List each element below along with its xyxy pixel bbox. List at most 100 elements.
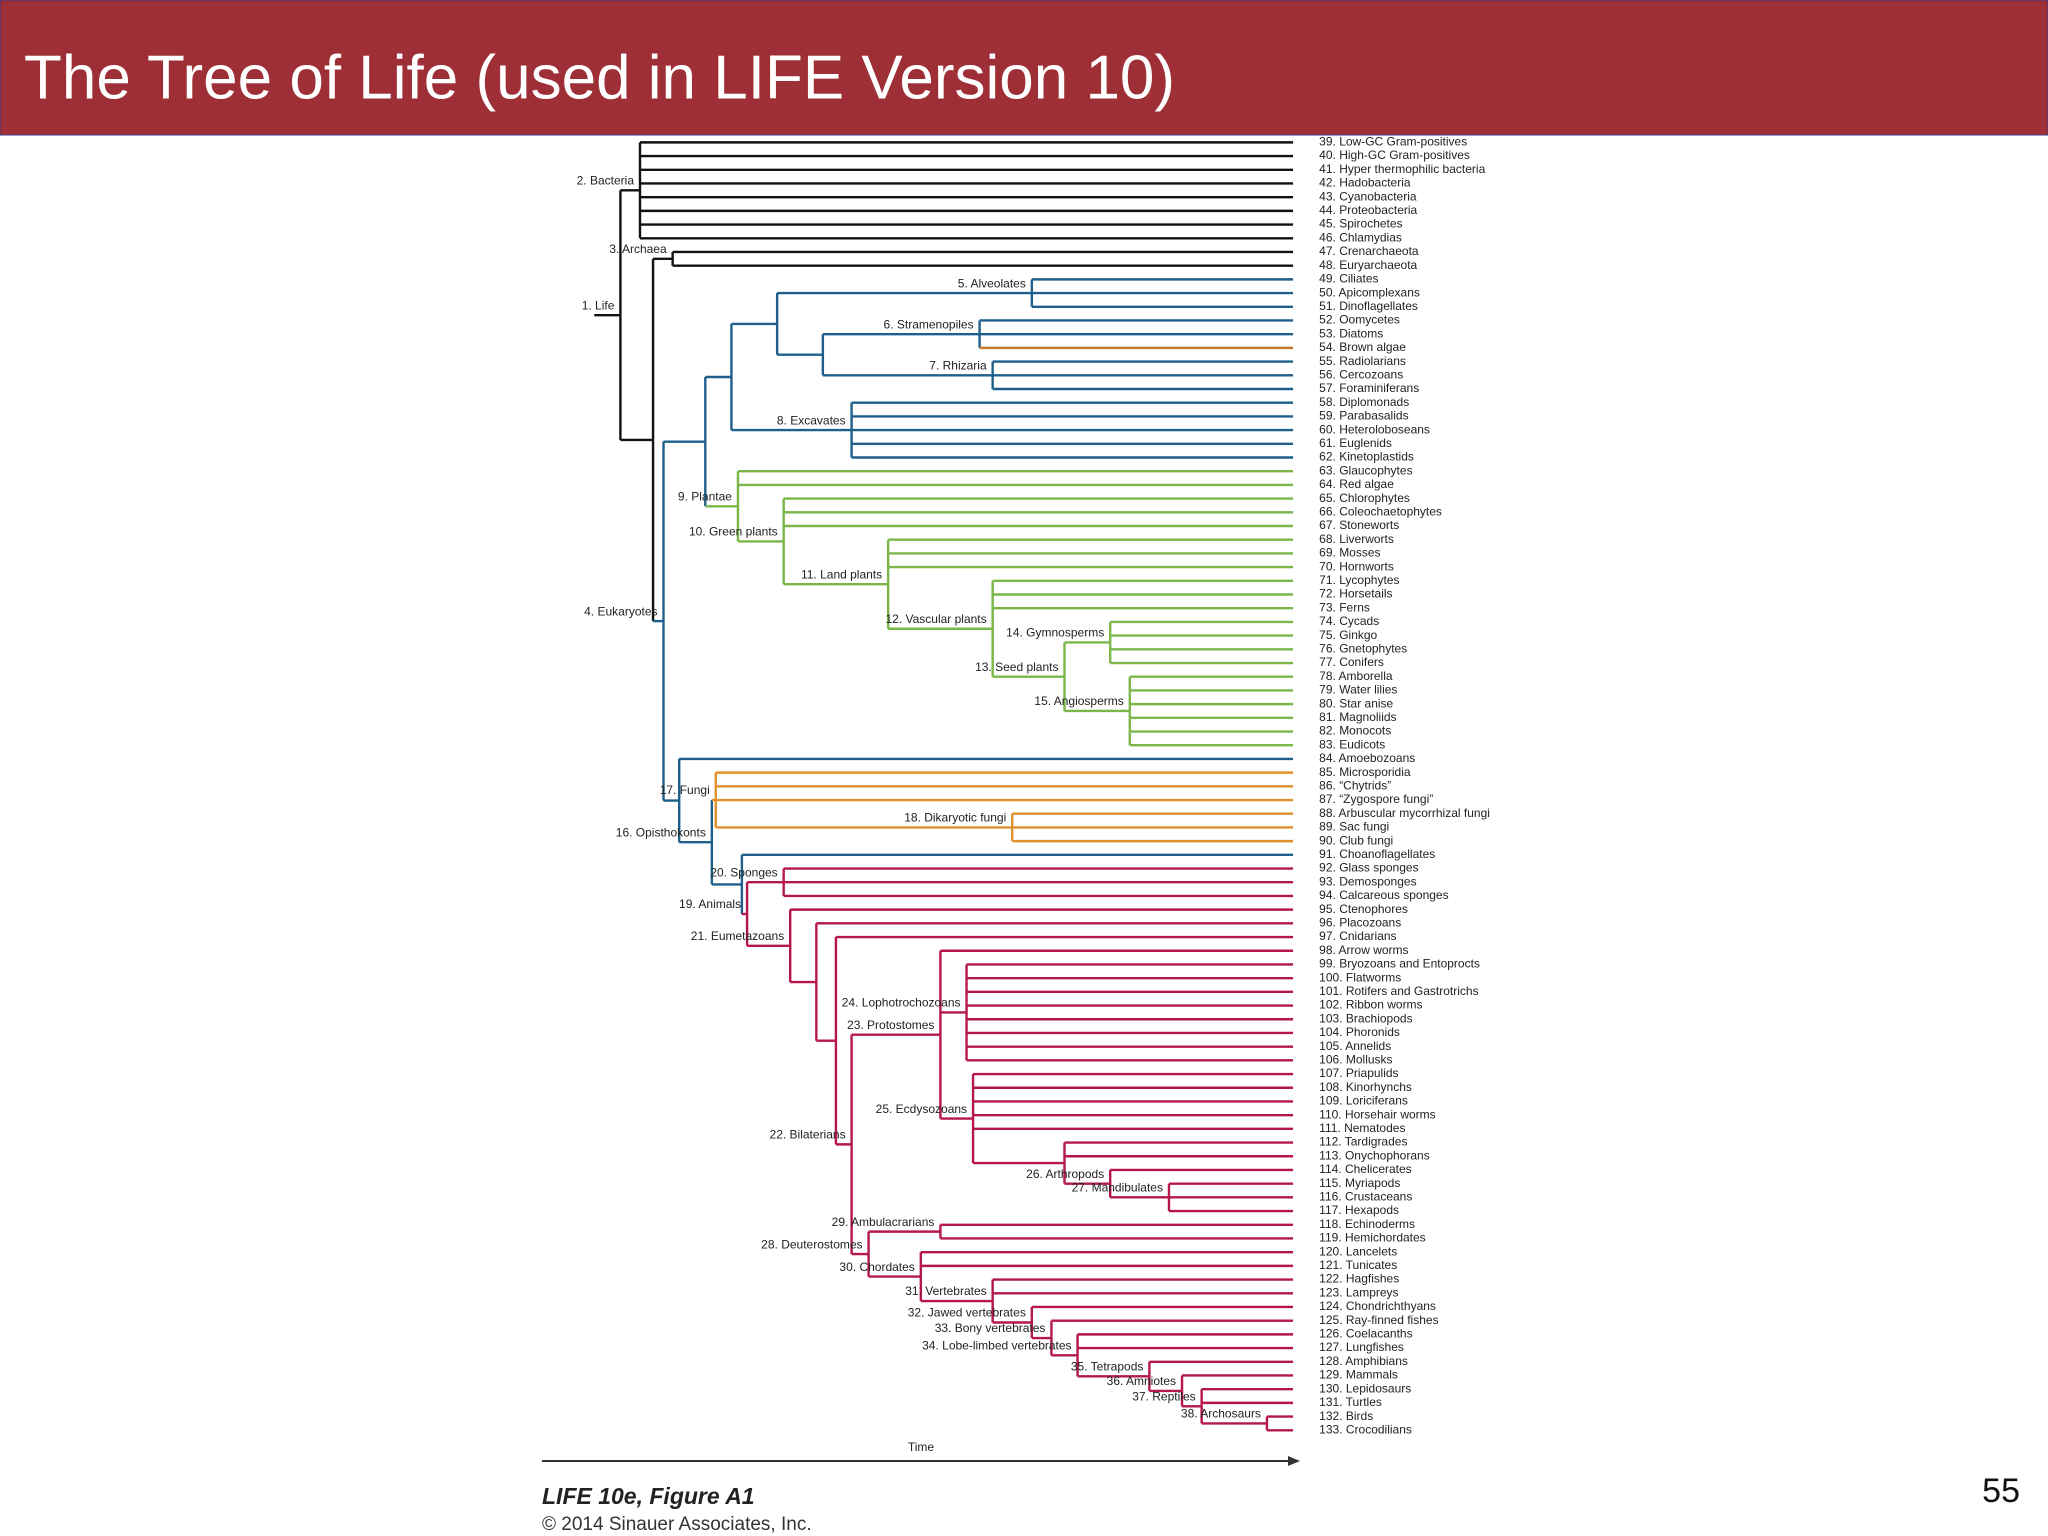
clade-label: 29. Ambulacrarians bbox=[832, 1215, 935, 1229]
leaf-label: 59. Parabasalids bbox=[1319, 409, 1408, 423]
leaf-label: 98. Arrow worms bbox=[1319, 943, 1408, 957]
leaf-label: 69. Mosses bbox=[1319, 546, 1380, 560]
clade-label: 26. Arthropods bbox=[1026, 1167, 1104, 1181]
leaf-label: 91. Choanoflagellates bbox=[1319, 847, 1435, 861]
leaf-label: 77. Conifers bbox=[1319, 655, 1384, 669]
leaf-label: 95. Ctenophores bbox=[1319, 902, 1408, 916]
leaf-label: 78. Amborella bbox=[1319, 669, 1393, 683]
leaf-label: 62. Kinetoplastids bbox=[1319, 450, 1414, 464]
leaf-label: 83. Eudicots bbox=[1319, 737, 1385, 751]
clade-label: 16. Opisthokonts bbox=[616, 825, 706, 839]
leaf-label: 63. Glaucophytes bbox=[1319, 463, 1412, 477]
leaf-label: 118. Echinoderms bbox=[1319, 1217, 1415, 1231]
leaf-label: 100. Flatworms bbox=[1319, 970, 1401, 984]
leaf-label: 105. Annelids bbox=[1319, 1039, 1391, 1053]
leaf-label: 41. Hyper thermophilic bacteria bbox=[1319, 162, 1485, 176]
clade-label: 22. Bilaterians bbox=[770, 1128, 846, 1142]
leaf-label: 117. Hexapods bbox=[1319, 1203, 1399, 1217]
clade-label: 32. Jawed vertebrates bbox=[908, 1306, 1026, 1320]
clade-label: 23. Protostomes bbox=[847, 1018, 934, 1032]
leaf-label: 60. Heteroloboseans bbox=[1319, 422, 1430, 436]
clade-label: 27. Mandibulates bbox=[1072, 1181, 1163, 1195]
clade-label: 4. Eukaryotes bbox=[584, 604, 657, 618]
leaf-label: 129. Mammals bbox=[1319, 1368, 1398, 1382]
figure-caption: LIFE 10e, Figure A1 bbox=[542, 1483, 755, 1509]
leaf-label: 52. Oomycetes bbox=[1319, 313, 1400, 327]
tree: 1. Life 2. Bacteria 3. Archaea 4. Eukaryote… bbox=[577, 135, 1490, 1437]
leaf-label: 112. Tardigrades bbox=[1319, 1135, 1407, 1149]
leaf-label: 57. Foraminiferans bbox=[1319, 381, 1419, 395]
leaf-label: 54. Brown algae bbox=[1319, 340, 1406, 354]
axis-label: Time bbox=[908, 1440, 935, 1454]
leaf-label: 50. Apicomplexans bbox=[1319, 285, 1420, 299]
leaf-label: 42. Hadobacteria bbox=[1319, 176, 1411, 190]
leaf-label: 56. Cercozoans bbox=[1319, 367, 1403, 381]
leaf-label: 125. Ray-finned fishes bbox=[1319, 1313, 1438, 1327]
leaf-label: 85. Microsporidia bbox=[1319, 765, 1411, 779]
leaf-label: 43. Cyanobacteria bbox=[1319, 189, 1417, 203]
clade-label: 6. Stramenopiles bbox=[884, 317, 974, 331]
leaf-label: 86. “Chytrids” bbox=[1319, 778, 1391, 792]
leaf-label: 103. Brachiopods bbox=[1319, 1011, 1412, 1025]
leaf-label: 102. Ribbon worms bbox=[1319, 998, 1422, 1012]
leaf-label: 65. Chlorophytes bbox=[1319, 491, 1410, 505]
copyright: © 2014 Sinauer Associates, Inc. bbox=[542, 1514, 812, 1535]
leaf-label: 90. Club fungi bbox=[1319, 833, 1393, 847]
leaf-label: 87. “Zygospore fungi” bbox=[1319, 792, 1433, 806]
title: The Tree of Life (used in LIFE Version 1… bbox=[24, 43, 1175, 112]
leaf-label: 39. Low-GC Gram-positives bbox=[1319, 135, 1467, 149]
leaf-label: 97. Cnidarians bbox=[1319, 929, 1396, 943]
leaf-label: 70. Hornworts bbox=[1319, 559, 1394, 573]
leaf-label: 44. Proteobacteria bbox=[1319, 203, 1417, 217]
leaf-label: 53. Diatoms bbox=[1319, 326, 1383, 340]
clade-label: 25. Ecdysozoans bbox=[876, 1102, 967, 1116]
leaf-label: 55. Radiolarians bbox=[1319, 354, 1406, 368]
leaf-label: 96. Placozoans bbox=[1319, 916, 1401, 930]
leaf-label: 108. Kinorhynchs bbox=[1319, 1080, 1412, 1094]
leaf-label: 106. Mollusks bbox=[1319, 1053, 1392, 1067]
leaf-label: 131. Turtles bbox=[1319, 1395, 1382, 1409]
clade-label: 35. Tetrapods bbox=[1071, 1360, 1144, 1374]
leaf-label: 68. Liverworts bbox=[1319, 532, 1394, 546]
leaf-label: 67. Stoneworts bbox=[1319, 518, 1399, 532]
leaf-label: 80. Star anise bbox=[1319, 696, 1393, 710]
leaf-label: 51. Dinoflagellates bbox=[1319, 299, 1418, 313]
clade-label: 15. Angiosperms bbox=[1034, 694, 1123, 708]
clade-label: 17. Fungi bbox=[660, 783, 710, 797]
leaf-label: 116. Crustaceans bbox=[1319, 1190, 1412, 1204]
leaf-label: 73. Ferns bbox=[1319, 600, 1370, 614]
clade-label: 9. Plantae bbox=[678, 489, 732, 503]
leaf-label: 49. Ciliates bbox=[1319, 272, 1378, 286]
clade-label: 20. Sponges bbox=[710, 865, 777, 879]
leaf-label: 61. Euglenids bbox=[1319, 436, 1392, 450]
clade-label: 14. Gymnosperms bbox=[1006, 626, 1104, 640]
leaf-label: 76. Gnetophytes bbox=[1319, 641, 1407, 655]
clade-label: 19. Animals bbox=[679, 897, 741, 911]
leaf-label: 66. Coleochaetophytes bbox=[1319, 504, 1442, 518]
leaf-label: 74. Cycads bbox=[1319, 614, 1379, 628]
clade-label: 12. Vascular plants bbox=[885, 612, 986, 626]
leaf-label: 64. Red algae bbox=[1319, 477, 1394, 491]
leaf-label: 126. Coelacanths bbox=[1319, 1327, 1412, 1341]
leaf-label: 110. Horsehair worms bbox=[1319, 1107, 1435, 1121]
leaf-label: 109. Loriciferans bbox=[1319, 1094, 1408, 1108]
leaf-label: 132. Birds bbox=[1319, 1409, 1373, 1423]
clade-label: 24. Lophotrochozoans bbox=[842, 996, 961, 1010]
clade-label: 11. Land plants bbox=[801, 567, 882, 581]
leaf-label: 46. Chlamydias bbox=[1319, 230, 1402, 244]
clade-label: 30. Chordates bbox=[839, 1260, 914, 1274]
page-number: 55 bbox=[1982, 1472, 2020, 1510]
leaf-label: 107. Priapulids bbox=[1319, 1066, 1398, 1080]
leaf-label: 115. Myriapods bbox=[1319, 1176, 1400, 1190]
leaf-label: 114. Chelicerates bbox=[1319, 1162, 1412, 1176]
title-bar bbox=[0, 0, 2048, 136]
leaf-label: 79. Water lilies bbox=[1319, 683, 1397, 697]
clade-label: 3. Archaea bbox=[609, 242, 667, 256]
clade-label: 21. Eumetazoans bbox=[691, 929, 784, 943]
leaf-label: 47. Crenarchaeota bbox=[1319, 244, 1419, 258]
clade-label: 1. Life bbox=[582, 298, 615, 312]
leaf-label: 89. Sac fungi bbox=[1319, 820, 1389, 834]
leaf-label: 120. Lancelets bbox=[1319, 1244, 1397, 1258]
clade-label: 13. Seed plants bbox=[975, 660, 1058, 674]
